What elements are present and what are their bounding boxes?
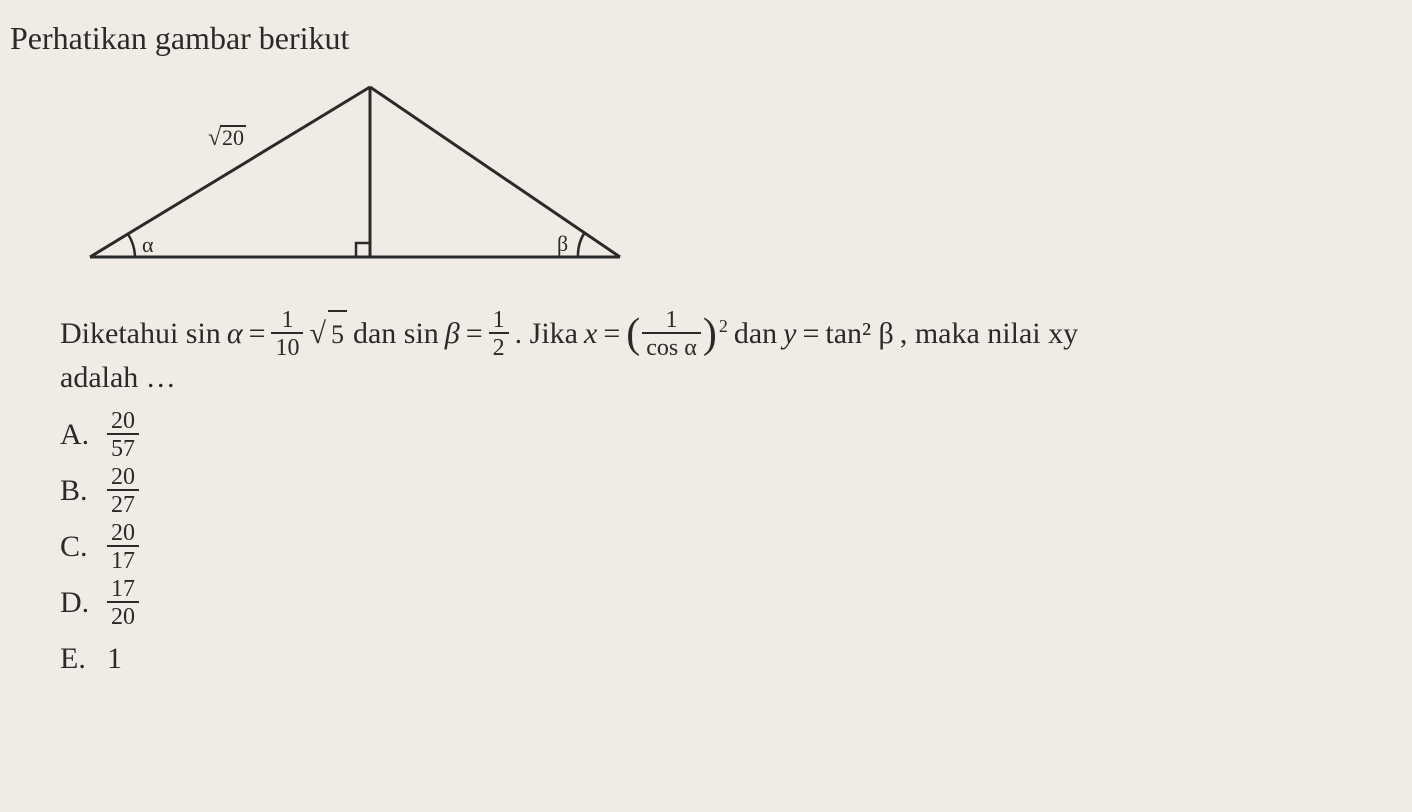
equals-1: = [249,307,266,361]
hypotenuse-label: 20 [222,125,244,150]
option-b: B. 20 27 [60,466,1402,516]
question-title: Perhatikan gambar berikut [10,20,1402,57]
equals-4: = [802,307,819,361]
option-value: 1 [107,642,122,676]
svg-text:√: √ [208,125,222,151]
option-value: 20 57 [107,409,139,461]
question-adalah: adalah … [60,361,1402,395]
text-jika: . Jika [515,307,578,361]
text-dan-sin: dan sin [353,307,439,361]
text-dan-y: dan [734,307,777,361]
option-value: 20 27 [107,465,139,517]
text-maka: , maka nilai xy [900,307,1078,361]
fraction-1-2: 1 2 [489,308,509,360]
triangle-svg: α β √ 20 [70,77,640,277]
options-list: A. 20 57 B. 20 27 C. 20 17 D. 17 20 E. 1 [60,410,1402,684]
option-letter: A. [60,418,95,452]
beta-angle-label: β [557,231,568,256]
option-c: C. 20 17 [60,522,1402,572]
option-value: 17 20 [107,577,139,629]
paren-fraction: ( 1 cos α ) 2 [626,308,728,360]
option-e: E. 1 [60,634,1402,684]
option-letter: B. [60,474,95,508]
y-variable: y [783,307,796,361]
sqrt-5: √5 [309,307,346,361]
alpha-angle-label: α [142,232,154,257]
option-d: D. 17 20 [60,578,1402,628]
tan2beta: tan² β [825,307,893,361]
question-statement: Diketahui sin α = 1 10 √5 dan sin β = 1 … [60,307,1402,361]
alpha-symbol: α [227,307,243,361]
fraction-1-10: 1 10 [271,308,303,360]
option-letter: E. [60,642,95,676]
text-diketahui: Diketahui sin [60,307,221,361]
option-value: 20 17 [107,521,139,573]
beta-symbol: β [445,307,460,361]
equals-3: = [603,307,620,361]
x-variable: x [584,307,597,361]
equals-2: = [466,307,483,361]
option-a: A. 20 57 [60,410,1402,460]
option-letter: C. [60,530,95,564]
exponent-2: 2 [719,310,728,342]
option-letter: D. [60,586,95,620]
triangle-figure: α β √ 20 [70,77,640,277]
